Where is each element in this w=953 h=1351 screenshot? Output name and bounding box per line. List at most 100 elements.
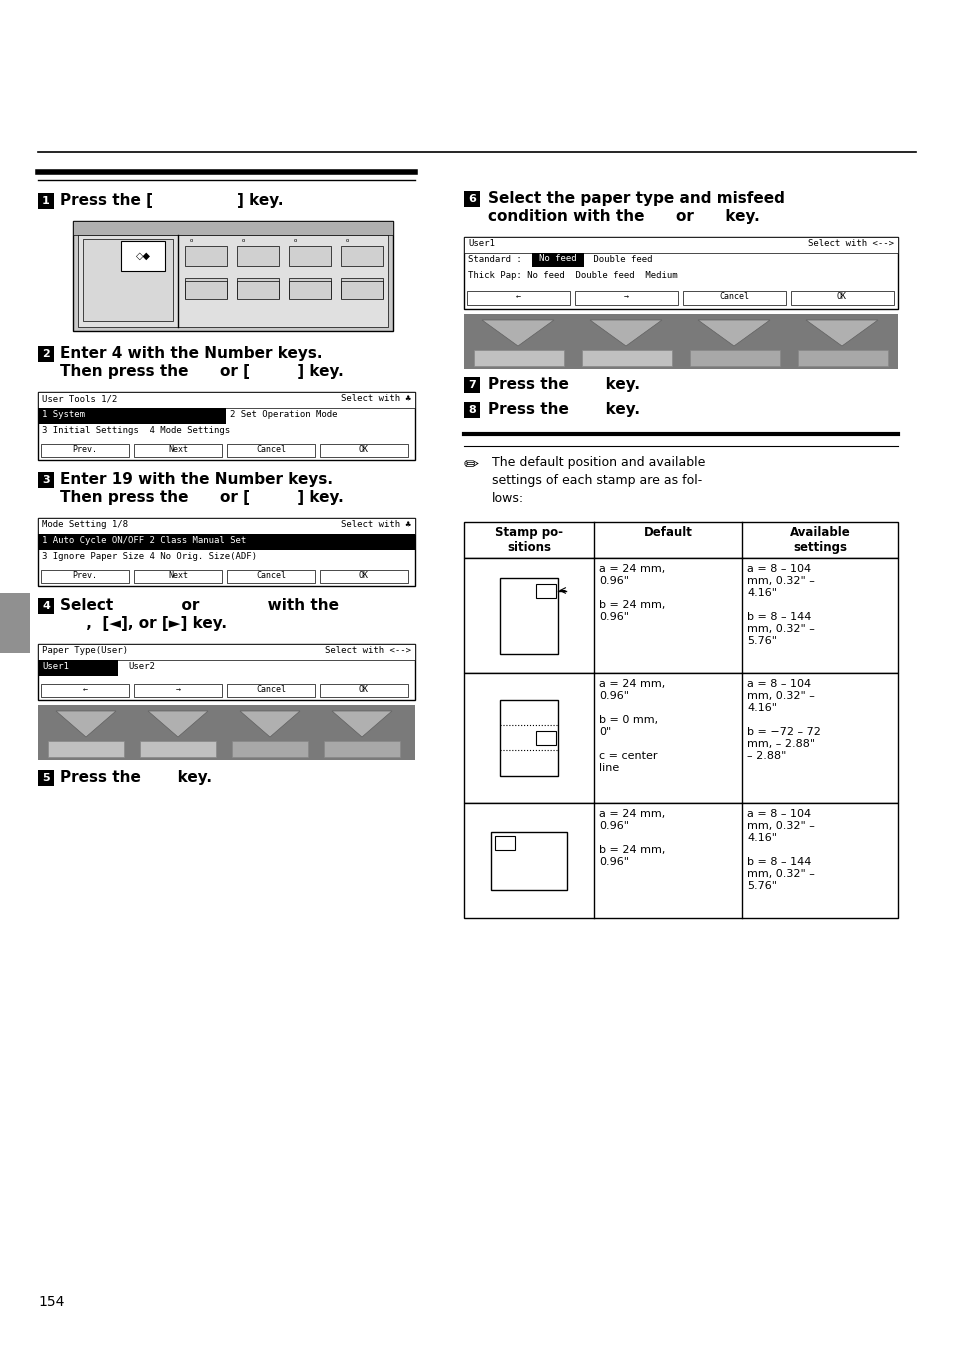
Text: Select the paper type and misfeed: Select the paper type and misfeed [488, 190, 784, 205]
Text: 154: 154 [38, 1296, 64, 1309]
Text: Mode Setting 1/8: Mode Setting 1/8 [42, 520, 128, 530]
Bar [38, 193, 54, 209]
Text: 1 Auto Cycle ON/OFF 2 Class Manual Set: 1 Auto Cycle ON/OFF 2 Class Manual Set [42, 536, 246, 544]
Text: OK: OK [358, 571, 369, 580]
Text: User Tools 1/2: User Tools 1/2 [42, 394, 117, 403]
Text: 3 Initial Settings  4 Mode Settings: 3 Initial Settings 4 Mode Settings [42, 426, 230, 435]
Text: 2: 2 [42, 349, 50, 359]
Text: ✏: ✏ [463, 457, 478, 474]
Bar [463, 558, 897, 673]
Text: 8: 8 [468, 405, 476, 415]
Text: Enter 19 with the Number keys.: Enter 19 with the Number keys. [60, 471, 333, 486]
Text: o: o [346, 238, 349, 243]
Text: User1: User1 [42, 662, 69, 671]
Text: Available
settings: Available settings [789, 526, 849, 554]
Polygon shape [481, 320, 554, 346]
Text: Press the       key.: Press the key. [60, 770, 212, 785]
Bar [289, 278, 331, 299]
Bar [319, 570, 408, 584]
Bar [463, 377, 479, 393]
Text: o: o [294, 238, 297, 243]
Text: Standard :: Standard : [468, 255, 527, 263]
Text: 2 Set Operation Mode: 2 Set Operation Mode [230, 409, 337, 419]
Text: Cancel: Cancel [255, 571, 286, 580]
Bar [121, 240, 165, 272]
Bar [38, 644, 415, 661]
Text: 3 Ignore Paper Size 4 No Orig. Size(ADF): 3 Ignore Paper Size 4 No Orig. Size(ADF) [42, 553, 256, 561]
Bar [474, 350, 563, 366]
Text: ←: ← [82, 685, 88, 694]
Bar [0, 593, 30, 653]
Bar [38, 392, 415, 408]
Bar [38, 346, 54, 362]
Text: Select with <-->: Select with <--> [325, 646, 411, 655]
Bar [319, 684, 408, 697]
Text: Next: Next [168, 571, 188, 580]
Text: lows:: lows: [492, 492, 523, 505]
Bar [38, 517, 415, 534]
Bar [463, 403, 479, 417]
Bar [491, 831, 566, 889]
Bar [185, 278, 227, 299]
Polygon shape [698, 320, 769, 346]
Bar [499, 577, 558, 654]
Text: a = 8 – 104
mm, 0.32" –
4.16"

b = −72 – 72
mm, – 2.88"
– 2.88": a = 8 – 104 mm, 0.32" – 4.16" b = −72 – … [746, 680, 820, 761]
Bar [319, 444, 408, 457]
Text: a = 24 mm,
0.96"

b = 24 mm,
0.96": a = 24 mm, 0.96" b = 24 mm, 0.96" [598, 809, 664, 867]
Text: Next: Next [168, 444, 188, 454]
Bar [236, 246, 278, 266]
Text: Double feed: Double feed [587, 255, 652, 263]
Text: Select with ♣: Select with ♣ [341, 520, 411, 530]
Bar [536, 731, 556, 744]
Bar [73, 222, 393, 331]
Bar [38, 770, 54, 786]
Bar [41, 444, 129, 457]
Text: The default position and available: The default position and available [492, 457, 704, 469]
Bar [48, 740, 124, 757]
Text: ,  [◄], or [►] key.: , [◄], or [►] key. [60, 616, 227, 631]
Text: Enter 4 with the Number keys.: Enter 4 with the Number keys. [60, 346, 322, 361]
Text: Thick Pap: No feed  Double feed  Medium: Thick Pap: No feed Double feed Medium [468, 272, 677, 280]
Text: o: o [242, 238, 245, 243]
Bar [289, 246, 331, 266]
Text: Press the       key.: Press the key. [488, 377, 639, 392]
Bar [78, 235, 388, 327]
Text: Prev.: Prev. [72, 571, 97, 580]
Bar [38, 644, 415, 700]
Text: →: → [175, 685, 180, 694]
Bar [185, 281, 227, 299]
Bar [38, 661, 118, 676]
Bar [227, 684, 314, 697]
Bar [236, 281, 278, 299]
Bar [790, 290, 893, 305]
Text: o: o [190, 238, 193, 243]
Text: 5: 5 [42, 773, 50, 784]
Text: a = 24 mm,
0.96"

b = 24 mm,
0.96": a = 24 mm, 0.96" b = 24 mm, 0.96" [598, 563, 664, 621]
Bar [467, 290, 569, 305]
Text: ◇◆: ◇◆ [135, 251, 151, 261]
Text: Press the [                ] key.: Press the [ ] key. [60, 193, 283, 208]
Text: Prev.: Prev. [72, 444, 97, 454]
Bar [495, 835, 515, 850]
Bar [463, 236, 897, 253]
Polygon shape [148, 711, 208, 738]
Bar [463, 521, 897, 558]
Bar [499, 700, 558, 775]
Text: condition with the      or      key.: condition with the or key. [488, 209, 759, 224]
Bar [232, 740, 308, 757]
Bar [340, 278, 382, 299]
Polygon shape [805, 320, 877, 346]
Text: OK: OK [836, 292, 846, 301]
Text: 1 System: 1 System [42, 409, 85, 419]
Bar [38, 392, 415, 459]
Text: User2: User2 [128, 662, 154, 671]
Text: Press the       key.: Press the key. [488, 403, 639, 417]
Bar [340, 246, 382, 266]
Bar [38, 517, 415, 586]
Text: Cancel: Cancel [255, 444, 286, 454]
Text: a = 24 mm,
0.96"

b = 0 mm,
0"

c = center
line: a = 24 mm, 0.96" b = 0 mm, 0" c = center… [598, 680, 664, 773]
Bar [227, 570, 314, 584]
Text: a = 8 – 104
mm, 0.32" –
4.16"

b = 8 – 144
mm, 0.32" –
5.76": a = 8 – 104 mm, 0.32" – 4.16" b = 8 – 14… [746, 563, 814, 646]
Bar [463, 236, 897, 309]
Polygon shape [332, 711, 392, 738]
